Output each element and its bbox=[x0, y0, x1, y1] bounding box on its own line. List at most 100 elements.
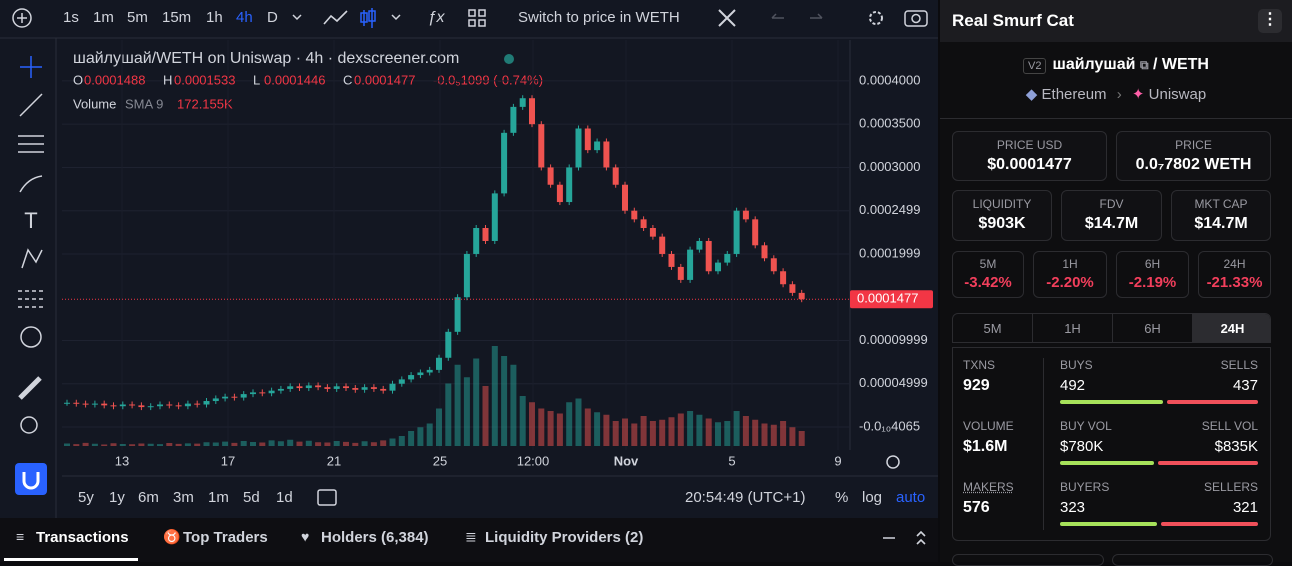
volume-bar bbox=[576, 399, 582, 447]
candle bbox=[176, 405, 182, 406]
volume-bar bbox=[762, 424, 768, 447]
candle bbox=[650, 228, 656, 237]
tab[interactable]: Transactions bbox=[36, 529, 129, 546]
interval-button[interactable]: 1m bbox=[93, 9, 114, 26]
interval-button[interactable]: D bbox=[267, 9, 278, 26]
copy-icon[interactable]: ⧉ bbox=[1140, 58, 1149, 72]
indicators-icon[interactable]: ƒx bbox=[428, 9, 446, 26]
axis-option[interactable]: % bbox=[835, 489, 848, 506]
stat-box: LIQUIDITY $903K bbox=[952, 190, 1052, 241]
stat-label: PRICE USD bbox=[953, 138, 1106, 152]
volume-bar bbox=[399, 436, 405, 446]
candle bbox=[83, 404, 89, 405]
magnet-tool[interactable] bbox=[15, 463, 47, 495]
range-button[interactable]: 5y bbox=[78, 489, 94, 506]
candle bbox=[111, 405, 117, 406]
volume-bar bbox=[548, 411, 554, 446]
volume-bar bbox=[352, 443, 358, 446]
candle bbox=[213, 398, 219, 401]
candle bbox=[566, 167, 572, 202]
candle bbox=[483, 228, 489, 241]
volume-bar bbox=[780, 421, 786, 446]
candle bbox=[287, 386, 293, 389]
candle bbox=[799, 293, 805, 299]
volume-bar bbox=[148, 444, 154, 446]
candle bbox=[101, 404, 107, 406]
x-tick-label: 12:00 bbox=[517, 453, 550, 468]
interval-button[interactable]: 1h bbox=[206, 9, 223, 26]
switch-price-button[interactable]: Switch to price in WETH bbox=[518, 9, 680, 26]
volume-bar bbox=[64, 444, 70, 447]
dex[interactable]: Uniswap bbox=[1149, 86, 1207, 103]
text-tool[interactable]: T bbox=[24, 208, 37, 233]
stat-label: BUY VOL bbox=[1060, 419, 1112, 433]
chart-title: шайлушай/WETH on Uniswap · 4h · dexscree… bbox=[73, 50, 459, 67]
period-tab[interactable]: 5M bbox=[953, 314, 1033, 343]
volume-bar bbox=[427, 424, 433, 447]
candle bbox=[306, 385, 312, 388]
candle bbox=[64, 403, 70, 404]
volume-bar bbox=[743, 416, 749, 446]
change-box: 5M -3.42% bbox=[952, 251, 1024, 298]
candle bbox=[687, 250, 693, 280]
base-token: шайлушай bbox=[1052, 56, 1135, 73]
active-tab-indicator bbox=[4, 558, 138, 561]
candle bbox=[510, 107, 516, 133]
stat-label: PRICE bbox=[1117, 138, 1270, 152]
ohlc-value: 0.0001533 bbox=[174, 72, 235, 87]
candle bbox=[789, 284, 795, 293]
candle bbox=[390, 384, 396, 391]
range-button[interactable]: 3m bbox=[173, 489, 194, 506]
range-button[interactable]: 1d bbox=[276, 489, 293, 506]
interval-button[interactable]: 15m bbox=[162, 9, 191, 26]
volume-bar bbox=[501, 356, 507, 446]
version-badge: V2 bbox=[1023, 58, 1046, 74]
stat-label: LIQUIDITY bbox=[953, 197, 1051, 211]
volume-bar bbox=[473, 359, 479, 447]
range-button[interactable]: 1y bbox=[109, 489, 125, 506]
change-value: -3.42% bbox=[953, 274, 1023, 291]
range-button[interactable]: 1m bbox=[208, 489, 229, 506]
tab[interactable]: Top Traders bbox=[183, 529, 268, 546]
interval-button[interactable]: 4h bbox=[236, 9, 253, 26]
interval-button[interactable]: 5m bbox=[127, 9, 148, 26]
candle bbox=[445, 332, 451, 358]
volume-bar bbox=[789, 427, 795, 446]
divider bbox=[940, 118, 1292, 119]
divider bbox=[1043, 358, 1044, 530]
menu-button[interactable]: ⋮ bbox=[1258, 9, 1282, 33]
candle bbox=[669, 254, 675, 267]
candle bbox=[399, 379, 405, 383]
quote-token: / WETH bbox=[1153, 56, 1209, 73]
period-tab[interactable]: 6H bbox=[1113, 314, 1193, 343]
interval-button[interactable]: 1s bbox=[63, 9, 79, 26]
stat-label: MKT CAP bbox=[1172, 197, 1270, 211]
volume-bar bbox=[520, 396, 526, 446]
tab[interactable]: Liquidity Providers (2) bbox=[485, 529, 643, 546]
change-value: -2.20% bbox=[1034, 274, 1106, 291]
volume-bar bbox=[678, 414, 684, 447]
axis-option[interactable]: log bbox=[862, 489, 882, 506]
more-box bbox=[1112, 554, 1273, 566]
axis-option[interactable]: auto bbox=[896, 489, 925, 506]
stat-label: FDV bbox=[1062, 197, 1161, 211]
chain[interactable]: Ethereum bbox=[1042, 86, 1107, 103]
stat-value: $903K bbox=[953, 215, 1051, 233]
candle bbox=[315, 385, 321, 387]
volume-bar bbox=[92, 444, 98, 446]
volume-bar bbox=[83, 443, 89, 446]
volume-bar bbox=[73, 444, 79, 446]
stat-box: MKT CAP $14.7M bbox=[1171, 190, 1271, 241]
period-tab[interactable]: 24H bbox=[1193, 314, 1271, 343]
dex-icon: ✦ bbox=[1132, 86, 1145, 103]
x-tick-label: 9 bbox=[834, 453, 841, 468]
range-button[interactable]: 5d bbox=[243, 489, 260, 506]
range-button[interactable]: 6m bbox=[138, 489, 159, 506]
volume-bar bbox=[445, 384, 451, 447]
volume-bar bbox=[464, 377, 470, 446]
period-tab[interactable]: 1H bbox=[1033, 314, 1113, 343]
volume-value: 172.155K bbox=[177, 96, 233, 111]
volume-bar bbox=[799, 431, 805, 446]
stat-value: $14.7M bbox=[1062, 215, 1161, 233]
tab[interactable]: Holders (6,384) bbox=[321, 529, 429, 546]
